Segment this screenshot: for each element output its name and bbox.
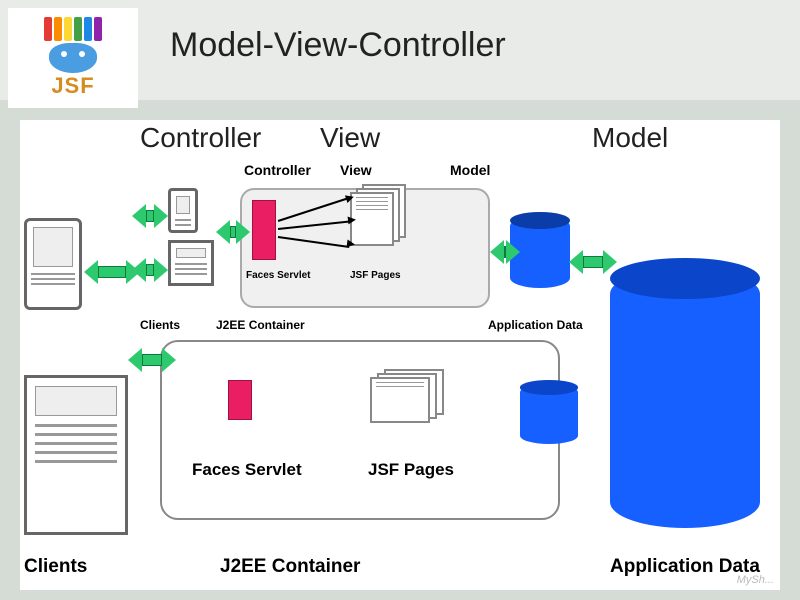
faces-servlet-large	[228, 380, 252, 420]
logo-stripes	[44, 17, 102, 41]
mvc-diagram: Controller View Model Controller View Mo…	[20, 120, 780, 590]
arrow-data-outer	[569, 250, 617, 274]
label-j2ee-mid: J2EE Container	[216, 318, 305, 332]
arrow-client-pda-inner	[132, 204, 168, 228]
faces-servlet-small	[252, 200, 276, 260]
midheader-model: Model	[450, 162, 490, 178]
client-browser-small	[168, 240, 214, 286]
label-clients-bottom: Clients	[24, 556, 87, 578]
arrow-pc-outer	[128, 348, 176, 372]
arrow-client-servlet-inner	[216, 220, 250, 244]
client-pda-large	[24, 218, 82, 310]
midheader-view: View	[340, 162, 372, 178]
header-controller: Controller	[140, 122, 261, 154]
logo-text: JSF	[51, 73, 94, 99]
label-jsf-pages-inner: JSF Pages	[350, 270, 401, 281]
label-faces-servlet-outer: Faces Servlet	[192, 460, 302, 480]
label-appdata-mid: Application Data	[488, 318, 583, 332]
midheader-controller: Controller	[244, 162, 311, 178]
page-title: Model-View-Controller	[170, 26, 506, 65]
header-model: Model	[592, 122, 668, 154]
label-clients-mid: Clients	[140, 318, 180, 332]
label-faces-servlet-inner: Faces Servlet	[246, 270, 311, 281]
watermark: MySh...	[737, 574, 774, 586]
client-pda-small	[168, 188, 198, 233]
arrow-pda-outer	[84, 260, 140, 284]
application-data-large	[610, 268, 760, 528]
jsf-logo: JSF	[8, 8, 138, 108]
arrow-pages-data-inner	[490, 240, 520, 264]
application-data-mid	[520, 384, 578, 444]
label-j2ee-bottom: J2EE Container	[220, 556, 360, 578]
client-browser-large	[24, 375, 128, 535]
header-view: View	[320, 122, 380, 154]
j2ee-container-outer	[160, 340, 560, 520]
logo-face-icon	[49, 43, 97, 73]
label-jsf-pages-outer: JSF Pages	[368, 460, 454, 480]
